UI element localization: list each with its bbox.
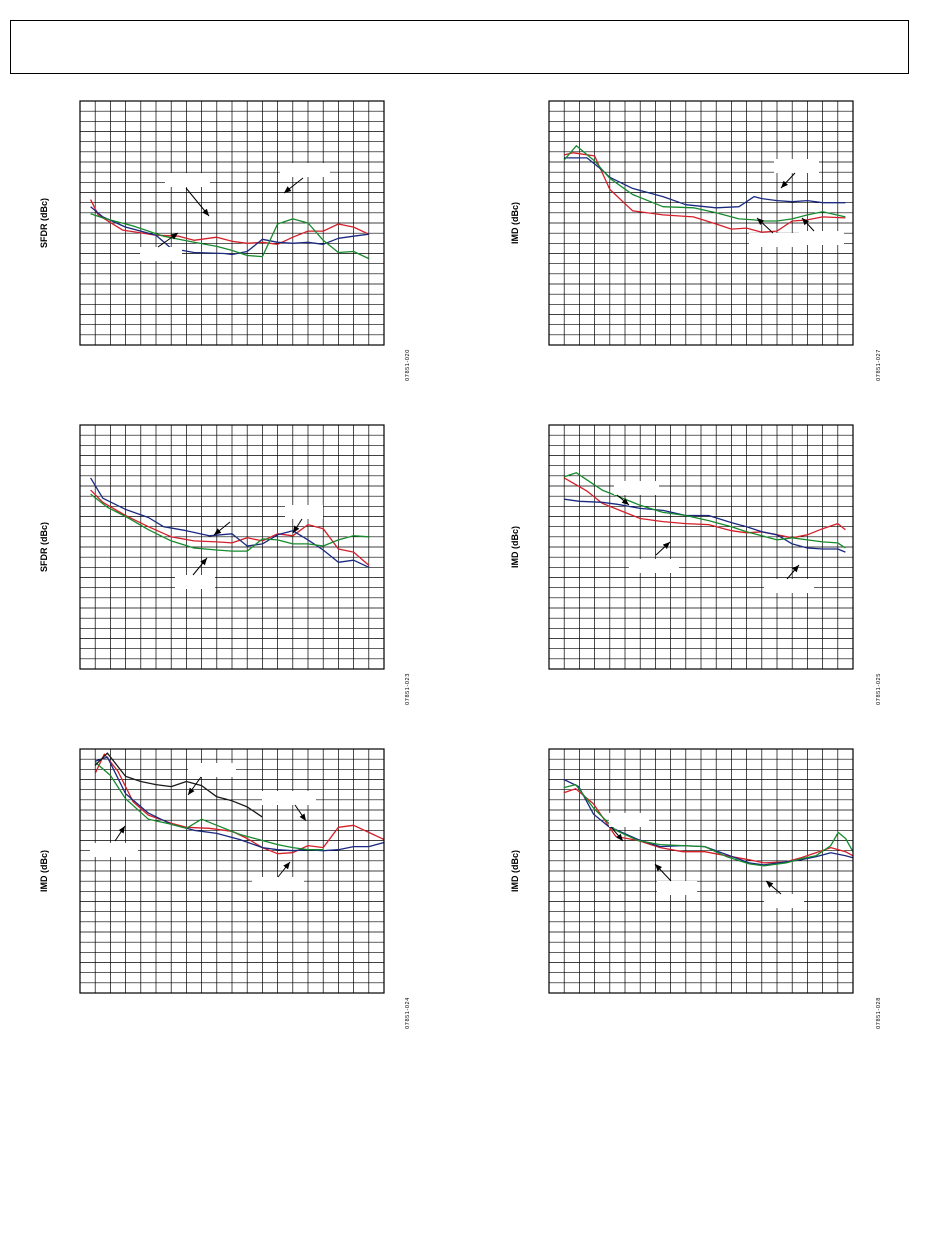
annotation-label-box — [262, 791, 316, 805]
figure-code: 07851-024 — [405, 997, 411, 1029]
chart-plot — [548, 748, 854, 994]
annotation-arrowhead — [284, 186, 292, 193]
plot-frame — [79, 748, 385, 994]
figure-code: 07851-028 — [876, 997, 882, 1029]
annotation-label-box — [629, 559, 679, 573]
figure-code: 07851-027 — [876, 349, 882, 381]
plot-frame — [79, 424, 385, 670]
figure-code: 07851-025 — [876, 673, 882, 705]
annotation-label-box — [749, 233, 799, 247]
annotation-label-box — [280, 163, 330, 177]
annotation-arrowhead — [802, 218, 809, 226]
y-axis-label: IMD (dBc) — [39, 850, 49, 892]
annotation-arrowhead — [781, 180, 788, 188]
annotation-label-box — [165, 173, 210, 187]
annotation-label-box — [764, 579, 814, 593]
series-line-2 — [94, 756, 385, 852]
series-line-2 — [563, 778, 854, 866]
annotation-arrowhead — [214, 528, 222, 535]
y-axis-label: IMD (dBc) — [510, 202, 520, 244]
grid — [80, 425, 384, 669]
plot-frame — [79, 100, 385, 346]
y-axis-label: SFDR (dBc) — [39, 198, 49, 248]
annotation-label-box — [799, 231, 844, 245]
chart-plot — [79, 748, 385, 994]
plot-frame — [548, 748, 854, 994]
annotation-label-box — [609, 813, 649, 827]
annotation-arrowhead — [621, 498, 629, 505]
annotation-label-box — [614, 481, 659, 495]
annotation-label-box — [657, 881, 697, 895]
series-line-2 — [564, 498, 846, 553]
header-box — [10, 20, 909, 74]
annotation-arrowhead — [170, 233, 178, 240]
annotation-label-box — [252, 877, 304, 891]
grid — [80, 101, 384, 345]
series-line-2 — [90, 477, 370, 568]
annotation-label-box — [285, 505, 323, 519]
chart-plot — [79, 424, 385, 670]
grid — [549, 749, 853, 993]
annotation-label-box — [175, 575, 215, 589]
chart-plot — [548, 424, 854, 670]
plot-frame — [548, 424, 854, 670]
series-line-2 — [90, 206, 369, 256]
annotation-arrowhead — [299, 813, 306, 821]
annotation-arrowhead — [655, 864, 662, 872]
annotation-label-box — [188, 763, 236, 777]
series-line-1 — [90, 199, 370, 245]
annotation-label-box — [764, 894, 804, 908]
series-line-1 — [564, 152, 846, 233]
annotation-arrowhead — [792, 565, 799, 573]
series-line-3 — [563, 472, 846, 549]
annotation-arrowhead — [118, 826, 125, 834]
annotation-arrowhead — [616, 833, 623, 841]
chart-plot — [79, 100, 385, 346]
annotation-label-box — [90, 843, 138, 857]
series-line-3 — [94, 761, 324, 851]
series-line-3 — [90, 493, 369, 552]
annotation-arrowhead — [293, 525, 300, 533]
figure-code: 07851-023 — [405, 673, 411, 705]
annotation-arrowhead — [283, 862, 290, 870]
series-line-1 — [94, 753, 385, 855]
annotation-label-box — [140, 247, 182, 261]
series-line-4 — [94, 752, 263, 818]
annotation-arrowhead — [662, 542, 670, 549]
annotation-label-box — [774, 159, 819, 173]
annotation-arrowhead — [757, 218, 765, 225]
chart-plot — [548, 100, 854, 346]
annotation-arrowhead — [200, 558, 207, 566]
plot-frame — [548, 100, 854, 346]
figure-code: 07851-020 — [405, 349, 411, 381]
grid — [549, 101, 853, 345]
y-axis-label: IMD (dBc) — [510, 850, 520, 892]
grid — [549, 425, 853, 669]
annotation-arrowhead — [202, 208, 209, 216]
series-line-1 — [563, 477, 846, 539]
y-axis-label: IMD (dBc) — [510, 526, 520, 568]
series-line-3 — [90, 213, 370, 260]
series-line-1 — [90, 489, 370, 566]
y-axis-label: SFDR (dBc) — [39, 522, 49, 572]
annotation-arrowhead — [188, 787, 195, 795]
series-line-3 — [563, 145, 846, 222]
grid — [80, 749, 384, 993]
